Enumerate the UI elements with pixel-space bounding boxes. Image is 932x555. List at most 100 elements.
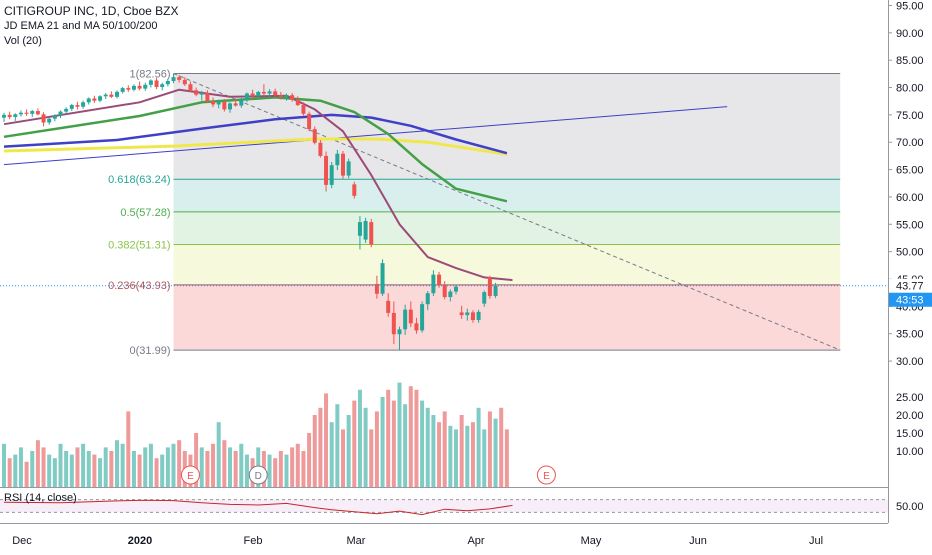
volume-bar: [143, 447, 148, 487]
volume-bar: [30, 451, 35, 487]
volume-bar: [47, 454, 52, 487]
volume-bar: [470, 422, 475, 487]
candle-body: [408, 309, 413, 324]
candle-body: [487, 277, 492, 296]
indicator-legend: JD EMA 21 and MA 50/100/200: [4, 20, 158, 32]
candle-body: [448, 291, 453, 298]
volume-bar: [408, 386, 413, 487]
candle-body: [414, 323, 419, 331]
candle-body: [115, 91, 119, 97]
candle-body: [160, 84, 165, 87]
rsi-band: [0, 499, 888, 513]
candle-body: [278, 95, 283, 97]
volume-bar: [216, 422, 221, 487]
volume-bar: [341, 429, 345, 487]
candle-body: [216, 101, 221, 105]
volume-bar: [459, 415, 464, 487]
volume-bar: [442, 411, 447, 487]
candle-body: [131, 85, 136, 90]
candle-body: [442, 285, 447, 298]
volume-bar: [18, 447, 23, 487]
candle-body: [437, 274, 442, 286]
volume-bar: [425, 407, 430, 487]
candle-body: [301, 105, 306, 114]
volume-bar: [126, 411, 131, 487]
rsi-line: [3, 499, 513, 516]
candle-body: [363, 221, 368, 240]
price-tick-label: 65.00: [896, 165, 924, 177]
candle-body: [420, 304, 425, 331]
candle-body: [312, 129, 317, 143]
volume-bar: [75, 447, 80, 487]
event-marker-letter: E: [187, 471, 194, 482]
rsi-tick-label: 50.00: [896, 501, 924, 513]
candle-body: [482, 292, 487, 304]
volume-bar: [177, 440, 182, 487]
candle-body: [476, 311, 481, 321]
volume-bar: [165, 447, 170, 487]
volume-bar: [454, 429, 458, 487]
volume-bar: [403, 404, 408, 487]
price-tick-label: 80.00: [896, 83, 924, 95]
volume-bar: [81, 443, 86, 487]
fib-level-label: 0.618(63.24): [108, 174, 170, 186]
symbol-title: CITIGROUP INC, 1D, Cboe BZX: [4, 4, 179, 18]
price-tick-label: 30.00: [896, 356, 924, 368]
candle-body: [346, 161, 351, 176]
volume-bar: [58, 443, 63, 487]
volume-bar: [465, 425, 470, 487]
volume-bar: [205, 451, 210, 487]
volume-bar: [437, 422, 442, 487]
candle-body: [380, 263, 385, 294]
candle-body: [431, 274, 436, 294]
fib-zone: [173, 211, 841, 245]
volume-bar: [414, 389, 419, 487]
time-tick-label: Mar: [347, 535, 366, 547]
candle-body: [137, 85, 142, 89]
candle-body: [143, 84, 148, 89]
candle-body: [211, 101, 216, 105]
candle-body: [47, 118, 52, 123]
volume-bar: [357, 389, 362, 487]
countdown-label-box: [889, 292, 932, 307]
volume-bar: [120, 443, 125, 487]
candle-body: [109, 94, 114, 97]
candle-body: [18, 112, 23, 115]
current-price-label: 43.77: [896, 281, 924, 293]
candle-body: [75, 105, 80, 107]
candle-body: [239, 99, 244, 106]
candle-body: [41, 114, 46, 123]
price-tick-label: 50.00: [896, 247, 924, 259]
candle-body: [35, 111, 40, 115]
candle-body: [391, 312, 396, 335]
ma200-line: [3, 137, 508, 156]
time-tick-label: Dec: [12, 535, 32, 547]
volume-bar: [284, 454, 289, 487]
candle-body: [69, 105, 74, 109]
candle-body: [13, 114, 18, 118]
candle-body: [52, 115, 57, 119]
volume-bar: [160, 454, 165, 487]
volume-bar: [239, 443, 244, 487]
volume-bar: [307, 433, 312, 487]
candle-body: [369, 222, 374, 245]
candle-body: [92, 98, 97, 101]
volume-bar: [301, 451, 306, 487]
volume-bar: [312, 415, 317, 487]
price-tick-label: 60.00: [896, 192, 924, 204]
volume-bar: [13, 454, 18, 487]
volume-bar: [244, 454, 249, 487]
candle-body: [261, 91, 266, 94]
volume-bar: [493, 418, 498, 487]
candle-body: [98, 96, 103, 101]
volume-bar: [194, 433, 199, 487]
volume-bar: [228, 447, 232, 487]
volume-tick-label: 15.00: [896, 428, 924, 440]
volume-bar: [171, 443, 176, 487]
candle-body: [148, 80, 153, 85]
volume-bar: [499, 407, 504, 487]
fib-level-label: 0.5(57.28): [120, 207, 170, 219]
price-tick-label: 55.00: [896, 219, 924, 231]
